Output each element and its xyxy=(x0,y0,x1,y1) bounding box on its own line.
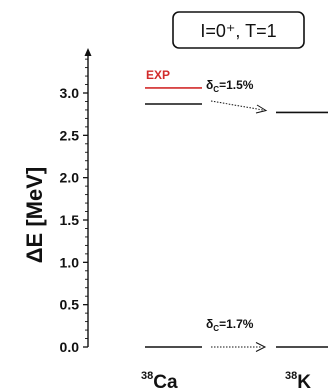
y-axis-label: ΔE [MeV] xyxy=(22,167,47,264)
mass-number: 38 xyxy=(285,370,297,382)
delta-value: =1.7% xyxy=(219,317,254,331)
delta-c-annotation-upper: δC=1.5% xyxy=(206,78,254,94)
delta-symbol: δ xyxy=(206,78,213,92)
exp-level-label: EXP xyxy=(146,68,170,82)
quantum-numbers-text: I=0⁺, T=1 xyxy=(200,21,276,41)
y-tick-label: 1.5 xyxy=(60,212,80,228)
element-symbol: K xyxy=(297,372,311,392)
delta-value: =1.5% xyxy=(219,78,254,92)
mass-number: 38 xyxy=(141,370,153,382)
arrow-lower xyxy=(211,342,267,352)
delta-subscript: C xyxy=(213,324,219,333)
dotted-arrow-line xyxy=(210,100,264,111)
element-symbol: Ca xyxy=(153,372,178,392)
delta-c-annotation-lower: δC=1.7% xyxy=(206,317,254,333)
arrow-head xyxy=(255,104,268,114)
delta-subscript: C xyxy=(213,85,219,94)
arrow-upper xyxy=(210,100,268,114)
y-axis-arrowhead xyxy=(84,48,92,56)
y-axis: 0.0 0.5 1.0 1.5 2.0 2.5 3.0 xyxy=(60,48,92,355)
y-tick-label: 0.0 xyxy=(60,339,80,355)
nucleus-label-ca: 38Ca xyxy=(141,370,178,392)
y-tick-label: 0.5 xyxy=(60,297,80,313)
delta-symbol: δ xyxy=(206,317,213,331)
y-tick-label: 1.0 xyxy=(60,254,80,270)
energy-levels xyxy=(145,87,328,348)
nucleus-label-k: 38K xyxy=(285,370,311,392)
quantum-numbers-box: I=0⁺, T=1 xyxy=(172,11,305,49)
arrow-head xyxy=(255,342,267,352)
quantum-numbers-frame xyxy=(172,11,305,49)
y-tick-label: 3.0 xyxy=(60,85,80,101)
y-tick-label: 2.5 xyxy=(60,127,80,143)
y-tick-label: 2.0 xyxy=(60,170,80,186)
